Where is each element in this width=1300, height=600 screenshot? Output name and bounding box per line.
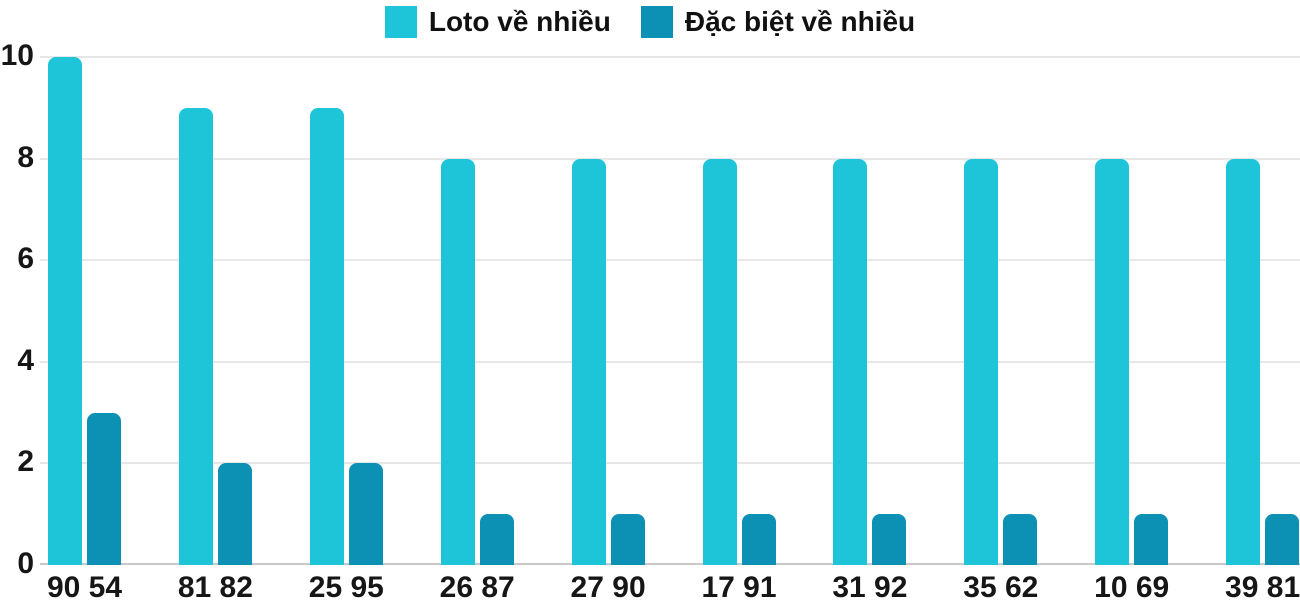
gridline-8 (40, 157, 1300, 160)
y-axis-tick-2: 2 (17, 445, 34, 479)
x-axis-label-25-95: 25 95 (308, 571, 384, 600)
x-axis-label-35-62: 35 62 (963, 571, 1039, 600)
bar-dacbiet-25-95[interactable] (348, 463, 383, 565)
bar-dacbiet-27-90[interactable] (610, 514, 645, 565)
y-axis-tick-6: 6 (17, 242, 34, 276)
legend-swatch-loto (384, 6, 417, 38)
bar-dacbiet-35-62[interactable] (1003, 514, 1038, 565)
legend-item-loto[interactable]: Loto về nhiều (384, 6, 611, 38)
legend-item-dacbiet[interactable]: Đặc biệt về nhiều (640, 6, 916, 38)
x-axis-label-81-82: 81 82 (177, 571, 253, 600)
bar-loto-10-69[interactable] (1095, 158, 1130, 565)
bar-loto-81-82[interactable] (178, 107, 213, 565)
x-axis-label-26-87: 26 87 (439, 571, 515, 600)
bar-loto-39-81[interactable] (1226, 158, 1261, 565)
x-axis-label-31-92: 31 92 (832, 571, 908, 600)
y-axis-tick-4: 4 (17, 343, 34, 377)
bar-dacbiet-31-92[interactable] (872, 514, 907, 565)
gridline-0 (40, 563, 1300, 565)
bar-dacbiet-39-81[interactable] (1265, 514, 1300, 565)
x-axis-label-27-90: 27 90 (570, 571, 646, 600)
gridline-10 (40, 56, 1300, 58)
x-axis-label-39-81: 39 81 (1225, 571, 1300, 600)
legend-swatch-dacbiet (640, 6, 673, 38)
bar-loto-25-95[interactable] (309, 107, 344, 565)
x-axis-label-17-91: 17 91 (701, 571, 777, 600)
bar-dacbiet-10-69[interactable] (1134, 514, 1169, 565)
bar-loto-31-92[interactable] (833, 158, 868, 565)
y-axis-tick-0: 0 (17, 547, 34, 580)
chart-legend: Loto về nhiều Đặc biệt về nhiều (0, 6, 1300, 38)
bar-dacbiet-26-87[interactable] (479, 514, 514, 565)
plot-area: 0 2 4 6 8 10 90 54 81 82 25 95 26 87 27 90 17 91 31 … (0, 39, 1300, 600)
y-axis-tick-8: 8 (17, 140, 34, 174)
gridline-2 (40, 462, 1300, 465)
legend-label-dacbiet: Đặc biệt về nhiều (684, 6, 916, 37)
bar-dacbiet-81-82[interactable] (217, 463, 252, 565)
bar-loto-26-87[interactable] (440, 158, 475, 565)
bar-loto-27-90[interactable] (571, 158, 606, 565)
gridline-4 (40, 360, 1300, 363)
legend-label-loto: Loto về nhiều (428, 6, 611, 37)
gridline-6 (40, 259, 1300, 262)
bar-loto-90-54[interactable] (48, 57, 82, 565)
bar-dacbiet-17-91[interactable] (741, 514, 776, 565)
bar-loto-35-62[interactable] (964, 158, 999, 565)
x-axis-label-90-54: 90 54 (46, 571, 123, 600)
x-axis-label-10-69: 10 69 (1094, 571, 1170, 600)
bar-loto-17-91[interactable] (702, 158, 737, 565)
bar-dacbiet-90-54[interactable] (87, 412, 121, 565)
y-axis-tick-10: 10 (0, 39, 34, 72)
